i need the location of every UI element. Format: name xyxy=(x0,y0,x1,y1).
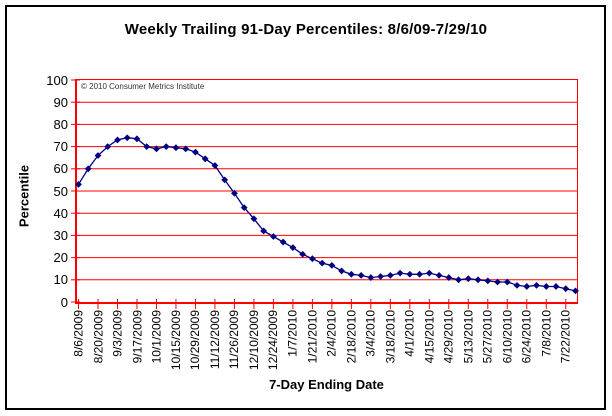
series-marker xyxy=(172,144,180,152)
series-marker xyxy=(367,274,375,281)
series-marker xyxy=(318,259,326,267)
series-marker xyxy=(503,278,511,286)
y-tick-label: 0 xyxy=(60,294,68,310)
series-marker xyxy=(104,143,112,150)
y-tick-label: 60 xyxy=(53,161,68,177)
x-tick-label: 6/24/2010 xyxy=(519,310,534,364)
series-marker xyxy=(494,278,501,286)
series-marker xyxy=(162,143,170,150)
series-marker xyxy=(484,277,492,285)
series-marker xyxy=(513,281,521,289)
y-tick-label: 40 xyxy=(53,205,68,221)
series-marker xyxy=(338,267,346,275)
y-tick-label: 30 xyxy=(53,227,68,243)
series-marker xyxy=(464,275,472,283)
series-marker xyxy=(240,204,248,212)
series-marker xyxy=(377,273,384,280)
series-marker xyxy=(182,145,190,153)
series-marker xyxy=(75,180,82,188)
x-tick-label: 1/7/2010 xyxy=(285,310,300,357)
x-tick-label: 9/3/2009 xyxy=(110,310,125,357)
x-tick-label: 8/20/2009 xyxy=(91,310,105,364)
series-marker xyxy=(386,271,394,279)
y-tick-label: 90 xyxy=(53,94,68,110)
x-tick-label: 4/29/2010 xyxy=(441,310,456,364)
series-marker xyxy=(474,276,482,284)
series-marker xyxy=(552,283,560,290)
series-line xyxy=(77,137,576,292)
series-marker xyxy=(143,143,151,150)
x-tick-label: 5/13/2010 xyxy=(461,310,476,364)
series-marker xyxy=(435,271,443,279)
x-tick-label: 11/26/2009 xyxy=(227,310,242,370)
x-tick-label: 2/4/2010 xyxy=(324,310,339,357)
chart-title: Weekly Trailing 91-Day Percentiles: 8/6/… xyxy=(124,21,488,38)
series-marker xyxy=(396,269,404,277)
x-tick-label: 12/24/2009 xyxy=(266,310,281,371)
x-tick-label: 3/4/2010 xyxy=(363,310,378,357)
series-marker xyxy=(308,255,316,263)
series-marker xyxy=(123,134,131,142)
x-tick-label: 10/1/2009 xyxy=(149,310,164,364)
x-tick-label: 5/27/2010 xyxy=(480,310,495,364)
x-tick-label: 6/10/2010 xyxy=(500,310,515,364)
x-tick-label: 7/22/2010 xyxy=(558,310,573,364)
series-marker xyxy=(562,285,570,293)
y-tick-label: 10 xyxy=(53,272,68,288)
y-tick-label: 100 xyxy=(46,72,68,88)
copyright-annotation: © 2010 Consumer Metrics Institute xyxy=(81,82,205,91)
series-marker xyxy=(201,155,209,163)
series-marker xyxy=(328,261,336,269)
series-marker xyxy=(192,148,199,156)
series-marker xyxy=(416,270,423,278)
y-tick-label: 70 xyxy=(53,139,68,155)
series-marker xyxy=(289,244,297,252)
series-marker xyxy=(406,270,414,278)
x-tick-label: 1/21/2010 xyxy=(305,310,320,364)
y-tick-label: 80 xyxy=(53,116,68,132)
series-marker xyxy=(221,176,229,184)
series-marker xyxy=(425,269,433,277)
series-marker xyxy=(211,162,219,169)
series-marker xyxy=(270,233,277,240)
x-tick-label: 12/10/2009 xyxy=(246,310,261,371)
series-marker xyxy=(542,283,550,290)
series-marker xyxy=(299,250,307,258)
x-tick-label: 7/8/2010 xyxy=(539,310,554,357)
x-tick-label: 4/1/2010 xyxy=(402,310,417,357)
series-marker xyxy=(94,152,102,159)
x-tick-label: 8/6/2009 xyxy=(71,310,86,357)
x-tick-label: 4/15/2010 xyxy=(422,310,437,364)
series-marker xyxy=(347,270,355,278)
series-marker xyxy=(523,283,531,290)
plot-area: © 2010 Consumer Metrics Institute xyxy=(71,79,579,309)
series-marker xyxy=(250,215,258,223)
series-marker xyxy=(153,145,160,153)
x-tick-label: 10/15/2009 xyxy=(168,310,183,371)
series-marker xyxy=(533,281,540,289)
x-tick-label: 9/17/2009 xyxy=(129,310,144,364)
y-tick-label: 50 xyxy=(53,183,68,199)
x-tick-label: 2/18/2010 xyxy=(344,310,359,364)
x-tick-label: 11/12/2009 xyxy=(207,310,222,370)
series-marker xyxy=(231,189,238,197)
series-marker xyxy=(572,287,579,295)
series-marker xyxy=(455,276,462,284)
series-marker xyxy=(279,238,287,246)
x-tick-label: 10/29/2009 xyxy=(188,310,203,371)
series-marker xyxy=(260,227,268,235)
y-tick-label: 20 xyxy=(53,250,68,266)
series-marker xyxy=(357,271,365,279)
series-marker xyxy=(114,136,121,144)
series-marker xyxy=(445,274,453,281)
x-axis-title: 7-Day Ending Date xyxy=(269,377,384,392)
x-tick-label: 3/18/2010 xyxy=(383,310,398,364)
